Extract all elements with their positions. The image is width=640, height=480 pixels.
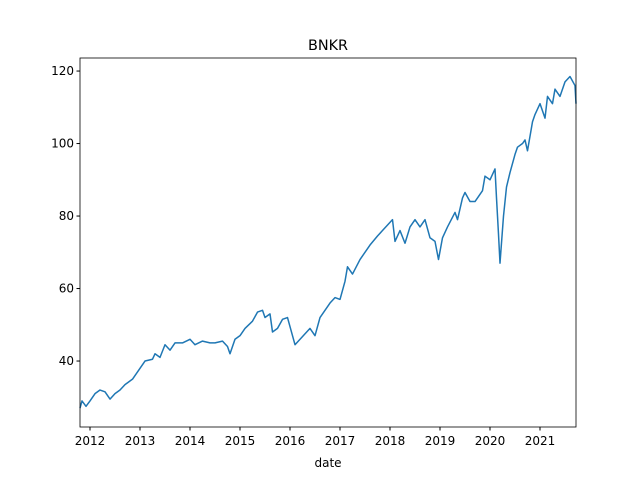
data-line <box>79 75 577 409</box>
chart-title: BNKR <box>308 38 348 54</box>
x-tick-label: 2016 <box>275 434 306 448</box>
y-tick-label: 80 <box>59 209 74 223</box>
x-tick-label: 2013 <box>125 434 156 448</box>
y-tick-label: 40 <box>59 354 74 368</box>
x-axis-label: date <box>314 456 341 470</box>
x-tick-label: 2021 <box>525 434 556 448</box>
x-tick-label: 2018 <box>375 434 406 448</box>
x-tick-label: 2015 <box>225 434 256 448</box>
y-tick-label: 120 <box>51 64 74 78</box>
x-tick-label: 2014 <box>175 434 206 448</box>
plot-frame <box>79 57 577 428</box>
y-tick-label: 100 <box>51 137 74 151</box>
x-tick-label: 2020 <box>475 434 506 448</box>
x-tick-label: 2012 <box>75 434 106 448</box>
x-tick-label: 2017 <box>325 434 356 448</box>
y-tick-label: 60 <box>59 282 74 296</box>
x-tick-label: 2019 <box>425 434 456 448</box>
